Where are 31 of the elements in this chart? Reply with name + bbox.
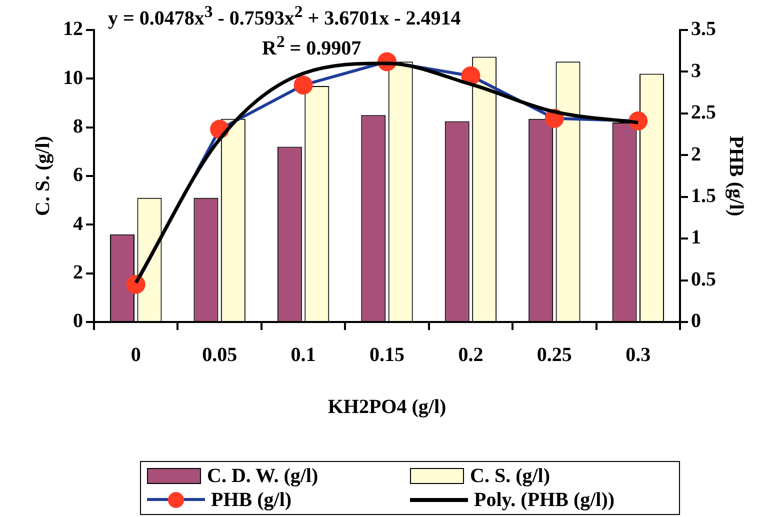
- y-tick-label: 4: [73, 212, 83, 235]
- y-tick-label: 6: [73, 164, 83, 186]
- y2-axis-title: PHB (g/l): [724, 136, 747, 216]
- x-tick-label: 0.2: [458, 344, 484, 366]
- y2-tick-label: 0: [691, 310, 701, 332]
- y2-tick-label: 2.5: [691, 102, 716, 124]
- y2-tick-label: 3: [691, 60, 701, 82]
- legend-label: Poly. (PHB (g/l)): [474, 488, 615, 512]
- y2-tick-label: 0.5: [691, 268, 716, 290]
- y2-tick-label: 1: [691, 226, 701, 249]
- y-tick-label: 12: [63, 18, 83, 40]
- x-tick-label: 0.1: [290, 344, 316, 366]
- legend-label: C. D. W. (g/l): [207, 464, 318, 488]
- y-tick-label: 0: [73, 310, 83, 332]
- x-tick-label: 0: [130, 344, 141, 366]
- y2-tick-label: 3.5: [691, 18, 716, 40]
- y-tick-label: 8: [73, 116, 83, 138]
- x-tick-label: 0.05: [202, 344, 238, 366]
- y2-tick-label: 1.5: [691, 185, 716, 208]
- y-tick-label: 2: [73, 262, 83, 284]
- y-axis-title: C. S. (g/l): [32, 136, 54, 216]
- x-tick-label: 0.25: [536, 344, 572, 366]
- x-tick-label: 0.15: [370, 344, 404, 366]
- y-tick-label: 10: [63, 66, 83, 89]
- y2-tick-label: 2: [691, 143, 701, 166]
- text: y = 0.0478x$^{3}$ - 0.7593x$^{2}$ + 3.6701x - 2.4914: [108, 2, 461, 31]
- legend-label: C. S. (g/l): [470, 464, 550, 488]
- legend-label: PHB (g/l): [211, 488, 292, 512]
- x-tick-label: 0.3: [626, 344, 651, 366]
- annotation: R$^{2}$ = 0.9907: [262, 32, 362, 61]
- x-axis-title: KH2PO4 (g/l): [328, 396, 446, 418]
